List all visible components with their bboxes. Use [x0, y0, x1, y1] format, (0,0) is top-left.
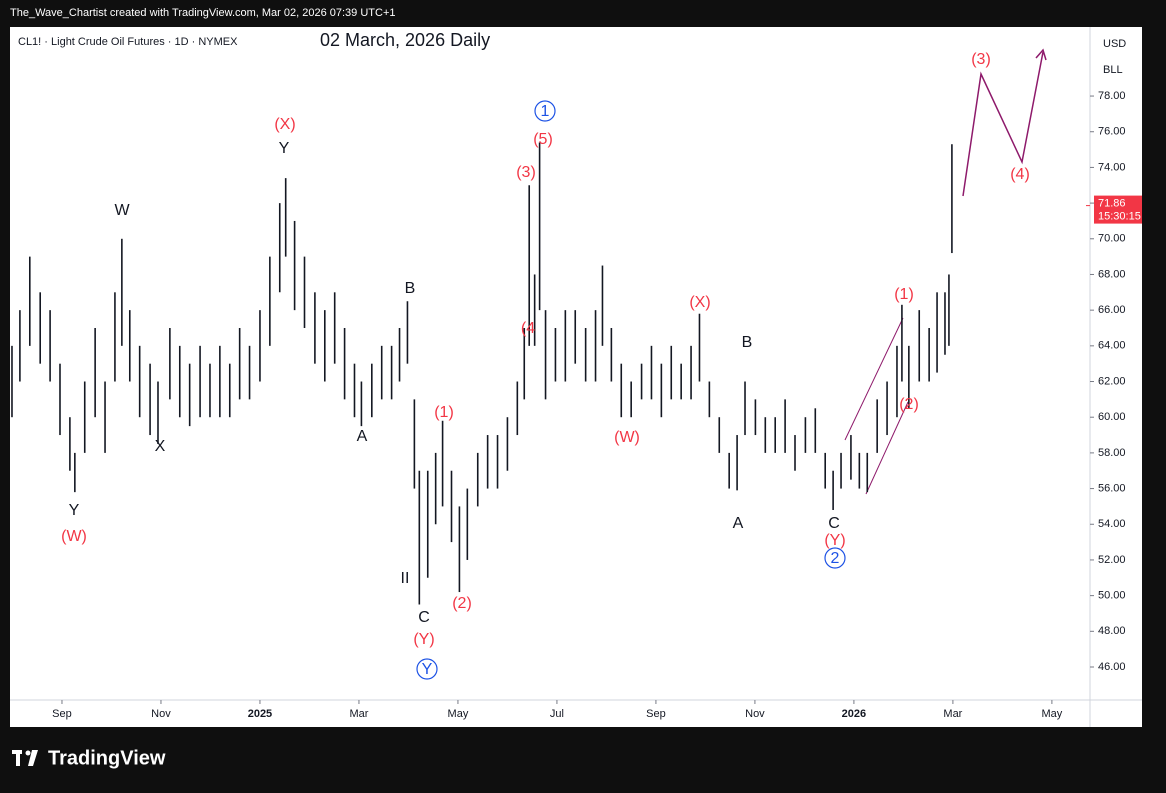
y-tick-label: 52.00	[1098, 554, 1126, 566]
x-tick-label: Mar	[349, 708, 368, 720]
y-tick-label: 66.00	[1098, 304, 1126, 316]
y-tick-label: 54.00	[1098, 518, 1126, 530]
wave-label: (4)	[1010, 166, 1030, 183]
y-tick-label: 62.00	[1098, 375, 1126, 387]
wave-label: Y	[279, 140, 290, 157]
wave-label: (Y)	[824, 532, 845, 549]
wave-circle	[824, 547, 846, 569]
currency: USD	[1103, 38, 1126, 50]
x-tick-label: Nov	[151, 708, 171, 720]
channel-line	[844, 317, 904, 441]
wave-label: (4	[521, 320, 535, 337]
wave-circle	[534, 100, 556, 122]
x-tick-label: May	[1041, 708, 1062, 720]
wave-label: 2	[831, 550, 840, 567]
x-tick-label: Sep	[646, 708, 666, 720]
x-tick-label: Mar	[943, 708, 962, 720]
wave-label: Y	[422, 661, 433, 678]
logo: TradingView	[12, 747, 166, 769]
wave-label: (2)	[899, 396, 919, 413]
wave-label: (1)	[434, 404, 454, 421]
wave-label: (W)	[614, 429, 640, 446]
x-tick-label: Jul	[550, 708, 564, 720]
wave-label: B	[742, 334, 753, 351]
wave-label: (5)	[533, 131, 553, 148]
x-tick-label: May	[448, 708, 469, 720]
chart-title: 02 March, 2026 Daily	[320, 30, 490, 50]
wave-label: X	[155, 438, 166, 455]
wave-label: C	[418, 609, 430, 626]
x-tick-label: 2026	[842, 708, 866, 720]
y-tick-label: 70.00	[1098, 233, 1126, 245]
wave-label: C	[828, 515, 840, 532]
y-tick-label: 48.00	[1098, 625, 1126, 637]
y-tick-label: 68.00	[1098, 268, 1126, 280]
logo-mark	[28, 750, 38, 766]
wave-label: II	[401, 570, 410, 587]
countdown: 15:30:15	[1098, 211, 1141, 223]
wave-label: Y	[69, 502, 80, 519]
chart-panel	[10, 27, 1142, 727]
forecast-path	[962, 51, 1044, 197]
wave-label: (3)	[971, 51, 991, 68]
y-tick-label: 78.00	[1098, 90, 1126, 102]
unit: BLL	[1103, 64, 1123, 76]
x-tick-label: Sep	[52, 708, 72, 720]
last-price-box	[1094, 195, 1142, 224]
logo-mark	[25, 750, 31, 756]
price-bars	[11, 142, 953, 605]
wave-circle	[416, 658, 438, 680]
y-tick-label: 76.00	[1098, 126, 1126, 138]
wave-label: (2)	[452, 595, 472, 612]
forecast-arrow	[1035, 48, 1047, 61]
credit: The_Wave_Chartist created with TradingVi…	[10, 7, 396, 19]
x-tick-label: Nov	[745, 708, 765, 720]
wave-label: (1)	[894, 286, 914, 303]
symbol: CL1! · Light Crude Oil Futures · 1D · NY…	[18, 36, 238, 48]
wave-label: A	[733, 515, 744, 532]
wave-label: (X)	[274, 116, 295, 133]
wave-label: W	[114, 202, 130, 219]
x-tick-label: 2025	[248, 708, 272, 720]
brand: TradingView	[48, 747, 166, 769]
channel-line	[865, 401, 909, 495]
y-tick-label: 50.00	[1098, 590, 1126, 602]
wave-label: (X)	[689, 294, 710, 311]
last-price-label: 71.86	[1098, 198, 1126, 210]
wave-label: B	[405, 280, 416, 297]
y-tick-label: 46.00	[1098, 661, 1126, 673]
wave-label: 1	[541, 103, 550, 120]
wave-label: (Y)	[413, 631, 434, 648]
y-tick-label: 64.00	[1098, 340, 1126, 352]
y-tick-label: 74.00	[1098, 161, 1126, 173]
wave-label: (W)	[61, 528, 87, 545]
wave-label: (3)	[516, 164, 536, 181]
y-tick-label: 56.00	[1098, 482, 1126, 494]
channel	[844, 317, 909, 495]
logo-mark	[16, 750, 20, 766]
y-tick-label: 58.00	[1098, 447, 1126, 459]
wave-label: A	[357, 428, 368, 445]
y-tick-label: 60.00	[1098, 411, 1126, 423]
